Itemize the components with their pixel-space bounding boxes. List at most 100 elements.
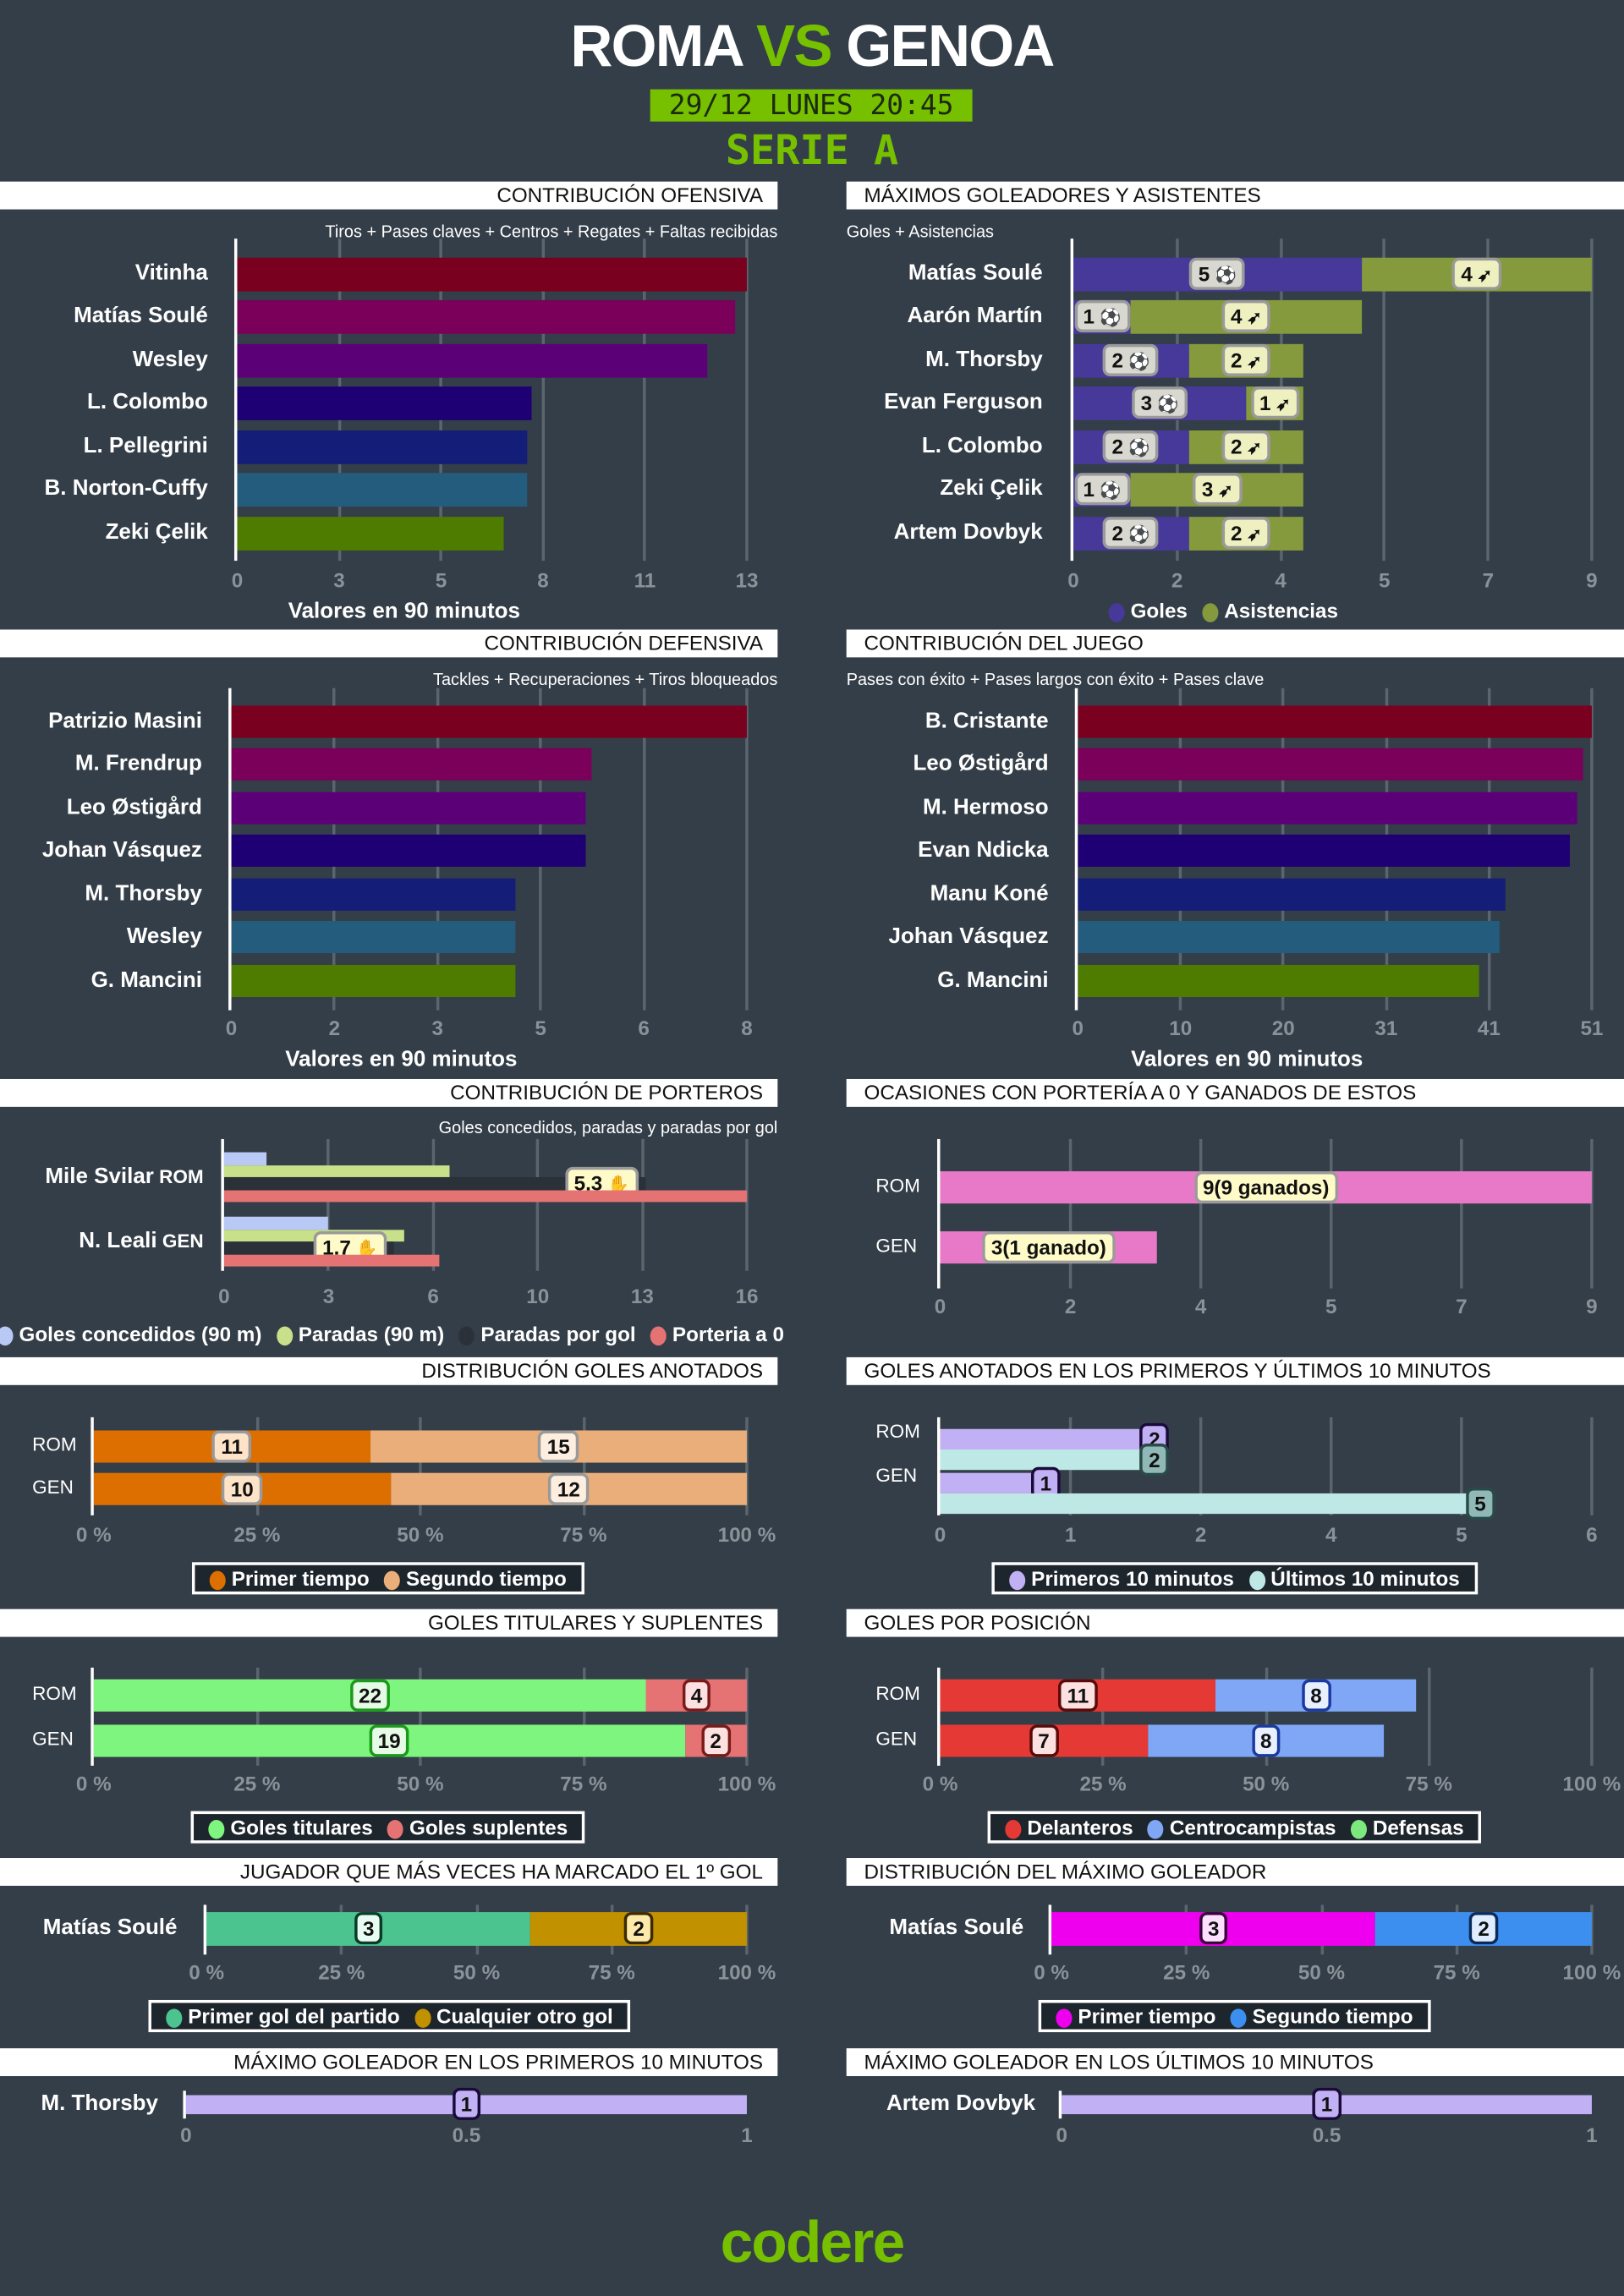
- category-label: Artem Dovbyk: [893, 519, 1043, 545]
- section-title: JUGADOR QUE MÁS VECES HA MARCADO EL 1º G…: [239, 1859, 764, 1883]
- ball-icon: ⚽: [1094, 307, 1122, 328]
- category-label: ROM: [32, 1433, 77, 1455]
- legend-swatch: [1009, 1570, 1026, 1590]
- value-badge: 19: [369, 1724, 409, 1757]
- legend-item: Primer gol del partido: [166, 2004, 400, 2028]
- legend-swatch: [1350, 1819, 1367, 1839]
- bar: [237, 386, 532, 420]
- bar: [1078, 748, 1583, 781]
- section-header-max_goleador: DISTRIBUCIÓN DEL MÁXIMO GOLEADOR: [846, 1858, 1624, 1886]
- ball-icon: ⚽: [1123, 523, 1150, 545]
- gridline: [535, 1138, 540, 1271]
- value-badge: 2: [701, 1724, 731, 1757]
- value-badge: 12: [548, 1472, 590, 1505]
- x-tick-label: 9: [1586, 1294, 1598, 1318]
- legend-swatch: [208, 1819, 225, 1839]
- x-tick-label: 4: [1275, 567, 1287, 592]
- gridline: [419, 1667, 422, 1766]
- legend-label: Últimos 10 minutos: [1270, 1566, 1460, 1591]
- ball-icon: ⚽: [1123, 437, 1150, 458]
- boot-icon: ➶: [1270, 393, 1291, 414]
- section-title: CONTRIBUCIÓN DE PORTEROS: [450, 1080, 764, 1104]
- section-title: DISTRIBUCIÓN DEL MÁXIMO GOLEADOR: [864, 1859, 1267, 1883]
- legend-swatch: [1005, 1819, 1022, 1839]
- legend-swatch: [1147, 1819, 1164, 1839]
- gridline: [642, 688, 645, 1011]
- legend-label: Primer tiempo: [1078, 2004, 1216, 2028]
- x-tick-label: 25 %: [233, 1771, 281, 1795]
- legend-item: Porteria a 0: [650, 1322, 784, 1345]
- value-badge: 3 ➶: [1193, 473, 1243, 506]
- x-tick-label: 75 %: [560, 1771, 607, 1795]
- x-tick-label: 8: [741, 1016, 753, 1040]
- legend-label: Paradas (90 m): [298, 1322, 445, 1346]
- x-axis-title: Valores en 90 minutos: [288, 599, 520, 624]
- value-badge: 4 ➶: [1221, 299, 1271, 333]
- section-header-ultimos10: MÁXIMO GOLEADOR EN LOS ÚLTIMOS 10 MINUTO…: [846, 2048, 1624, 2076]
- bar-segment: [940, 1493, 1484, 1515]
- category-label: Matías Soulé: [74, 303, 208, 328]
- gridline: [745, 1138, 749, 1271]
- x-tick-label: 3: [333, 567, 345, 592]
- legend-label: Porteria a 0: [672, 1322, 784, 1346]
- x-tick-label: 4: [1325, 1522, 1337, 1547]
- gridline: [582, 1667, 585, 1766]
- x-tick-label: 51: [1580, 1016, 1604, 1040]
- bar: [1078, 705, 1592, 738]
- x-tick-label: 1: [1586, 2123, 1598, 2147]
- legend-item: Goles suplentes: [387, 1816, 568, 1839]
- y-axis-line: [203, 1904, 207, 1955]
- gridline: [1264, 1667, 1268, 1766]
- chart-subtitle: Pases con éxito + Pases largos con éxito…: [846, 671, 1265, 690]
- legend-swatch: [276, 1326, 293, 1345]
- value-badge: 11: [1058, 1679, 1098, 1712]
- legend-swatch: [166, 2008, 183, 2028]
- category-label: Evan Ferguson: [884, 389, 1043, 414]
- x-tick-label: 5: [1456, 1522, 1468, 1547]
- section-title: MÁXIMO GOLEADOR EN LOS ÚLTIMOS 10 MINUTO…: [864, 2049, 1374, 2074]
- ball-icon: ⚽: [1094, 479, 1122, 501]
- value-badge: 9(9 ganados): [1193, 1171, 1338, 1204]
- x-tick-label: 100 %: [717, 1771, 776, 1795]
- legend-item: Goles: [1108, 599, 1188, 622]
- boot-icon: ➶: [1242, 351, 1262, 372]
- x-tick-label: 7: [1456, 1294, 1468, 1318]
- gridline: [326, 1138, 331, 1271]
- gridline: [1330, 1417, 1333, 1515]
- category-label: Mile Svilar ROM: [45, 1164, 204, 1189]
- y-axis-line: [937, 1417, 941, 1515]
- x-tick-label: 25 %: [1079, 1771, 1127, 1795]
- y-axis-line: [91, 1417, 94, 1515]
- category-label: M. Thorsby: [925, 347, 1043, 372]
- category-label: Leo Østigård: [913, 751, 1049, 776]
- legend-label: Goles suplentes: [409, 1815, 568, 1839]
- section-title: CONTRIBUCIÓN OFENSIVA: [497, 183, 764, 207]
- category-label: N. Leali GEN: [79, 1228, 204, 1253]
- codere-logo: codere: [720, 2211, 905, 2276]
- chart-legend: Primer tiempo Segundo tiempo: [191, 1562, 584, 1595]
- gridline: [745, 1904, 749, 1955]
- bar-segment: [223, 1152, 267, 1165]
- category-label: L. Colombo: [87, 389, 208, 414]
- y-axis-line: [183, 2091, 186, 2119]
- bar: [231, 834, 586, 867]
- chart-legend: Goles concedidos (90 m) Paradas (90 m) Par…: [0, 1322, 784, 1345]
- bar-segment: [940, 1449, 1158, 1471]
- x-tick-label: 100 %: [717, 1960, 776, 1984]
- x-tick-label: 10: [526, 1284, 550, 1308]
- x-tick-label: 25 %: [318, 1960, 365, 1984]
- value-badge: 2: [1468, 1912, 1499, 1945]
- x-tick-label: 5: [435, 567, 447, 592]
- x-tick-label: 50 %: [1298, 1960, 1346, 1984]
- boot-icon: ➶: [1472, 265, 1493, 286]
- category-label: Manu Koné: [930, 881, 1049, 907]
- value-badge: 1: [452, 2087, 481, 2120]
- section-header-porteria0: OCASIONES CON PORTERÍA A 0 Y GANADOS DE …: [846, 1078, 1624, 1107]
- x-tick-label: 0: [180, 2123, 192, 2147]
- gridline: [1590, 1417, 1594, 1515]
- gridline: [582, 1417, 585, 1515]
- y-axis-line: [221, 1138, 224, 1271]
- legend-swatch: [1230, 2008, 1247, 2028]
- bar-segment: [223, 1189, 747, 1203]
- category-label: Matías Soulé: [889, 1915, 1024, 1940]
